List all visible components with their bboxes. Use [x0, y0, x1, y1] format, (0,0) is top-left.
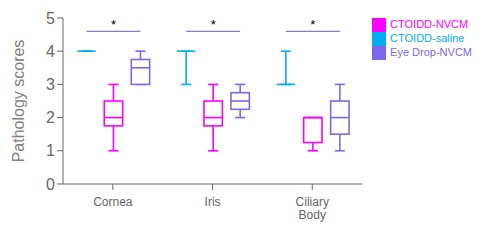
svg-text:*: * [310, 18, 315, 32]
html-text:CTOIDD-saline: CTOIDD-saline [390, 32, 465, 45]
svg-text:3: 3 [46, 76, 55, 93]
svg-text:0: 0 [46, 176, 55, 193]
html-text:Eye Drop-NVCM: Eye Drop-NVCM [390, 46, 472, 59]
svg-text:Pathology scores: Pathology scores [10, 40, 27, 163]
svg-text:*: * [211, 18, 216, 32]
svg-text:1: 1 [46, 142, 55, 159]
svg-text:CiliaryBody: CiliaryBody [296, 195, 329, 222]
svg-text:Iris: Iris [205, 195, 221, 209]
svg-text:2: 2 [46, 109, 55, 126]
html-text:CTOIDD-NVCM: CTOIDD-NVCM [390, 18, 469, 30]
svg-text:4: 4 [46, 43, 55, 60]
svg-text:Cornea: Cornea [93, 195, 133, 209]
svg-text:*: * [111, 18, 116, 32]
svg-text:5: 5 [46, 10, 55, 27]
